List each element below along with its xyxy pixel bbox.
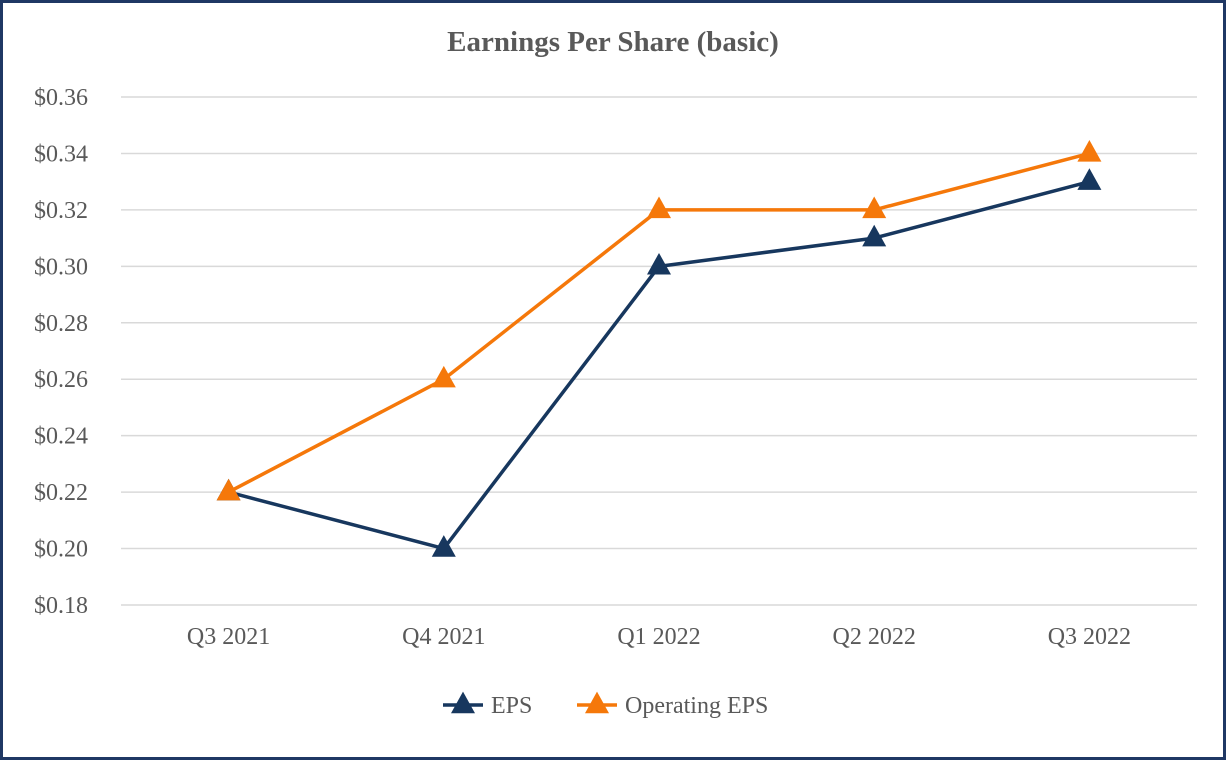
data-point-marker [647,252,671,275]
series-eps [216,168,1102,557]
x-tick-label: Q3 2021 [187,624,270,650]
legend-item: EPS [443,691,532,719]
series-group [216,140,1102,557]
data-point-marker [1077,140,1102,162]
data-point-marker [216,478,241,501]
data-point-marker [431,535,456,557]
y-tick-label: $0.28 [34,311,88,337]
legend-marker [585,691,609,714]
legend-item: Operating EPS [577,691,768,719]
x-tick-label: Q3 2022 [1048,624,1131,650]
y-tick-label: $0.24 [34,424,88,450]
grid [121,96,1197,606]
y-tick-label: $0.36 [34,85,88,111]
legend: EPS Operating EPS [443,691,768,719]
y-tick-label: $0.26 [34,367,88,393]
y-tick-label: $0.18 [34,593,88,619]
data-point-marker [431,365,456,388]
y-tick-label: $0.34 [34,141,88,167]
data-point-marker [862,196,887,219]
x-tick-label: Q2 2022 [833,624,916,650]
y-tick-label: $0.22 [34,480,88,506]
eps-line-chart: Earnings Per Share (basic) $0.18$0.20$0.… [34,26,1197,719]
series-line [228,179,1090,551]
legend-label: Operating EPS [625,693,768,719]
data-point-marker [647,196,671,219]
x-axis-ticks: Q3 2021 Q4 2021 Q1 2022 Q2 2022 Q3 2022 [187,624,1131,650]
legend-label: EPS [491,693,532,719]
data-point-marker [1077,168,1102,190]
x-tick-label: Q1 2022 [617,624,700,650]
y-axis-ticks: $0.18 $0.20 $0.22 $0.24 $0.26 $0.28 $0.30 $0.32… [34,85,88,619]
y-tick-label: $0.32 [34,198,88,224]
data-point-marker [862,224,887,247]
series-operating-eps [216,140,1102,501]
y-tick-label: $0.30 [34,254,88,280]
legend-marker [451,691,475,714]
y-tick-label: $0.20 [34,537,88,563]
x-tick-label: Q4 2021 [402,624,485,650]
chart-title: Earnings Per Share (basic) [447,26,779,58]
